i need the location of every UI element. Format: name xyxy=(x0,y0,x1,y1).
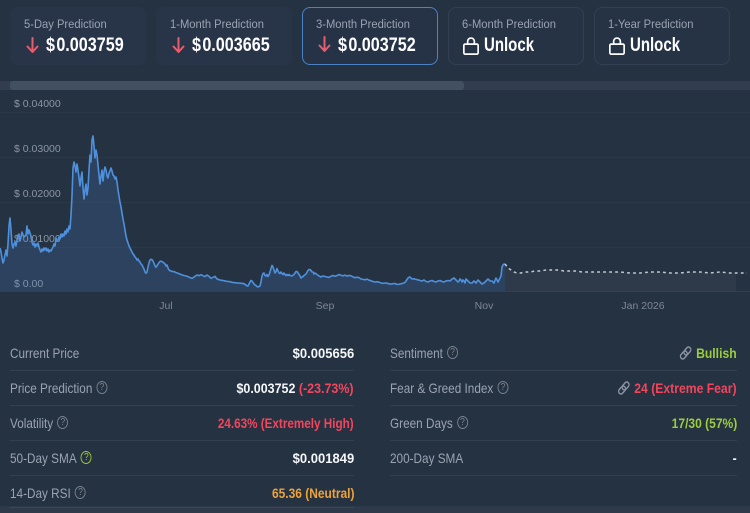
svg-text:Jul: Jul xyxy=(159,300,172,312)
svg-text:Sep: Sep xyxy=(316,300,335,312)
svg-text:Nov: Nov xyxy=(475,300,494,312)
svg-text:$ 0.02000: $ 0.02000 xyxy=(14,188,61,200)
svg-text:$ 0.04000: $ 0.04000 xyxy=(14,98,61,110)
svg-text:$ 0.03000: $ 0.03000 xyxy=(14,143,61,155)
svg-text:$ 0.00: $ 0.00 xyxy=(14,278,43,290)
svg-text:Jan 2026: Jan 2026 xyxy=(621,300,664,312)
